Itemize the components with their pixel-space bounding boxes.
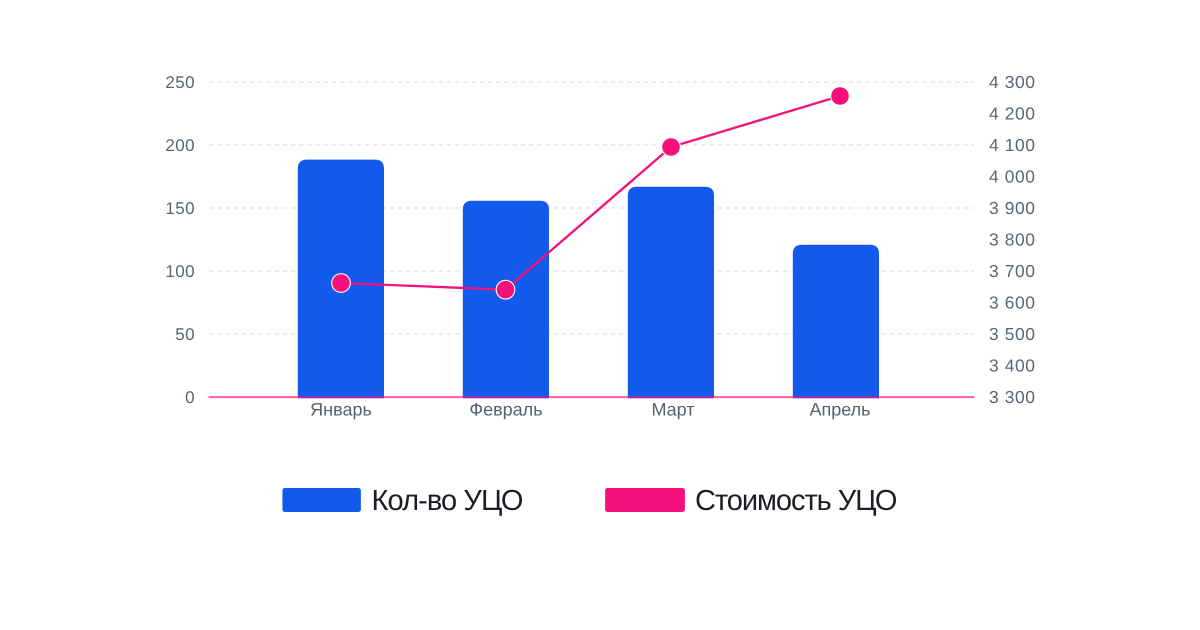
svg-text:Кол-во УЦО: Кол-во УЦО <box>372 485 523 517</box>
svg-text:3 500: 3 500 <box>989 324 1036 344</box>
svg-text:Январь: Январь <box>310 400 372 420</box>
svg-text:4 100: 4 100 <box>989 135 1036 155</box>
svg-text:0: 0 <box>185 388 195 407</box>
svg-text:3 700: 3 700 <box>989 261 1036 281</box>
svg-text:3 600: 3 600 <box>989 292 1036 312</box>
svg-text:4 200: 4 200 <box>989 103 1036 123</box>
svg-text:4 000: 4 000 <box>989 166 1036 186</box>
svg-text:3 400: 3 400 <box>989 355 1036 375</box>
svg-text:Февраль: Февраль <box>469 400 542 420</box>
svg-text:250: 250 <box>165 73 195 92</box>
svg-text:3 800: 3 800 <box>989 229 1036 249</box>
svg-text:4 300: 4 300 <box>989 72 1036 92</box>
svg-text:Март: Март <box>651 400 694 420</box>
svg-text:100: 100 <box>165 262 195 281</box>
svg-text:200: 200 <box>165 136 195 155</box>
svg-text:50: 50 <box>175 325 195 344</box>
svg-text:Стоимость УЦО: Стоимость УЦО <box>695 485 897 517</box>
svg-text:3 300: 3 300 <box>989 387 1036 407</box>
svg-text:Апрель: Апрель <box>809 400 870 420</box>
svg-text:150: 150 <box>165 199 195 218</box>
svg-text:3 900: 3 900 <box>989 198 1036 218</box>
